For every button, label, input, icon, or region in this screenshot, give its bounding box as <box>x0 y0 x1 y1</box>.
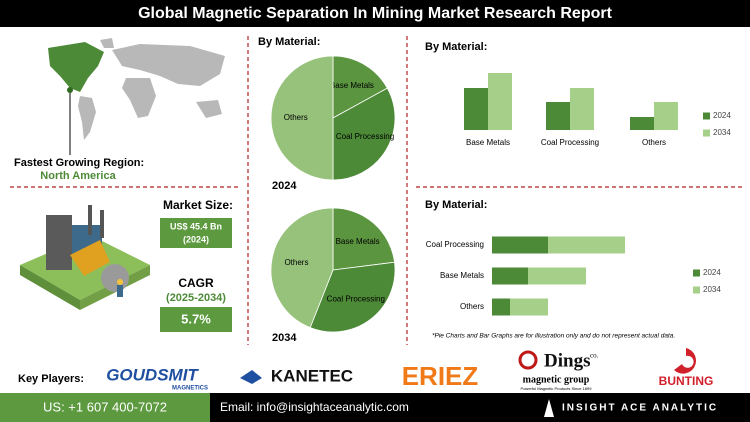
cagr-label: CAGR <box>178 276 214 290</box>
legend-label: 2024 <box>703 268 721 277</box>
goudsmit-sub: MAGNETICS <box>172 386 208 392</box>
chart-title: By Material: <box>425 199 487 211</box>
x-tick-label: Base Metals <box>466 138 510 147</box>
market-size-year: (2024) <box>183 234 209 244</box>
bar <box>510 298 548 316</box>
bar <box>492 267 528 285</box>
goudsmit-logo: GOUDSMIT <box>106 365 199 384</box>
bunting-icon <box>674 348 697 374</box>
bunting-logo: BUNTING <box>659 374 714 388</box>
bar <box>464 88 488 130</box>
cagr-period: (2025-2034) <box>166 292 226 304</box>
footer-bar <box>210 393 750 422</box>
note: *Pie Charts and Bar Graphs are for illus… <box>432 333 675 340</box>
legend-swatch <box>693 286 700 294</box>
slice-label: Coal Processing <box>327 295 385 304</box>
dings-tagline: Powerful Magnetic Products Since 1899 <box>521 386 593 391</box>
pie-slice <box>270 207 334 329</box>
bar <box>630 117 654 130</box>
pie-slice <box>332 207 395 271</box>
bar <box>492 298 510 316</box>
legend-swatch <box>703 129 710 137</box>
cagr-box <box>160 307 232 332</box>
x-tick-label: Others <box>642 138 666 147</box>
dings-co: co. <box>590 352 599 360</box>
dings-sub: magnetic group <box>523 374 590 385</box>
cagr-value: 5.7% <box>181 311 211 326</box>
page-title: Global Magnetic Separation In Mining Mar… <box>138 5 613 22</box>
market-size-label: Market Size: <box>163 198 233 212</box>
bar <box>546 102 570 130</box>
eriez-logo: ERIEZ <box>402 361 479 391</box>
dings-icon <box>518 350 538 370</box>
bar <box>548 236 625 254</box>
market-size-value: US$ 45.4 Bn <box>170 221 222 231</box>
y-tick-label: Others <box>460 302 484 311</box>
slice-label: Coal Processing <box>336 132 394 141</box>
bar <box>528 267 586 285</box>
y-tick-label: Coal Processing <box>426 240 484 249</box>
bar <box>488 73 512 130</box>
bar <box>492 236 548 254</box>
y-tick-label: Base Metals <box>440 271 484 280</box>
footer-phone: US: +1 607 400-7072 <box>43 399 167 414</box>
footer-phone-bar <box>0 393 210 422</box>
pie-year: 2024 <box>272 180 297 192</box>
legend-label: 2034 <box>713 128 731 137</box>
legend-label: 2024 <box>713 111 731 120</box>
pie-slice <box>309 261 396 333</box>
title-bar <box>0 0 750 27</box>
world-map <box>48 38 225 155</box>
market-size-box <box>160 218 232 248</box>
chart-title: By Material: <box>258 36 320 48</box>
bar <box>570 88 594 130</box>
pie-slice <box>332 55 388 119</box>
kanetec-icon <box>240 370 262 384</box>
pie-slice <box>332 87 396 181</box>
chart-title: By Material: <box>425 41 487 53</box>
slice-label: Base Metals <box>336 237 380 246</box>
kanetec-logo: KANETEC <box>271 366 353 385</box>
slice-label: Others <box>284 258 308 267</box>
footer-email: Email: info@insightaceanalytic.com <box>220 400 409 414</box>
slice-label: Base Metals <box>330 81 374 90</box>
legend-swatch <box>693 269 700 277</box>
legend-swatch <box>703 112 710 120</box>
pie-year: 2034 <box>272 332 297 344</box>
bar <box>654 102 678 130</box>
legend-label: 2034 <box>703 285 721 294</box>
key-players-label: Key Players: <box>18 373 84 385</box>
x-tick-label: Coal Processing <box>541 138 599 147</box>
brand-icon <box>544 399 554 417</box>
pie-slice <box>270 55 334 181</box>
slice-label: Others <box>284 113 308 122</box>
dings-logo: Dings <box>544 350 590 371</box>
footer-brand: INSIGHT ACE ANALYTIC <box>562 403 718 414</box>
region-label: Fastest Growing Region: <box>14 157 144 169</box>
mining-illustration <box>20 205 150 310</box>
region-value: North America <box>40 170 116 182</box>
